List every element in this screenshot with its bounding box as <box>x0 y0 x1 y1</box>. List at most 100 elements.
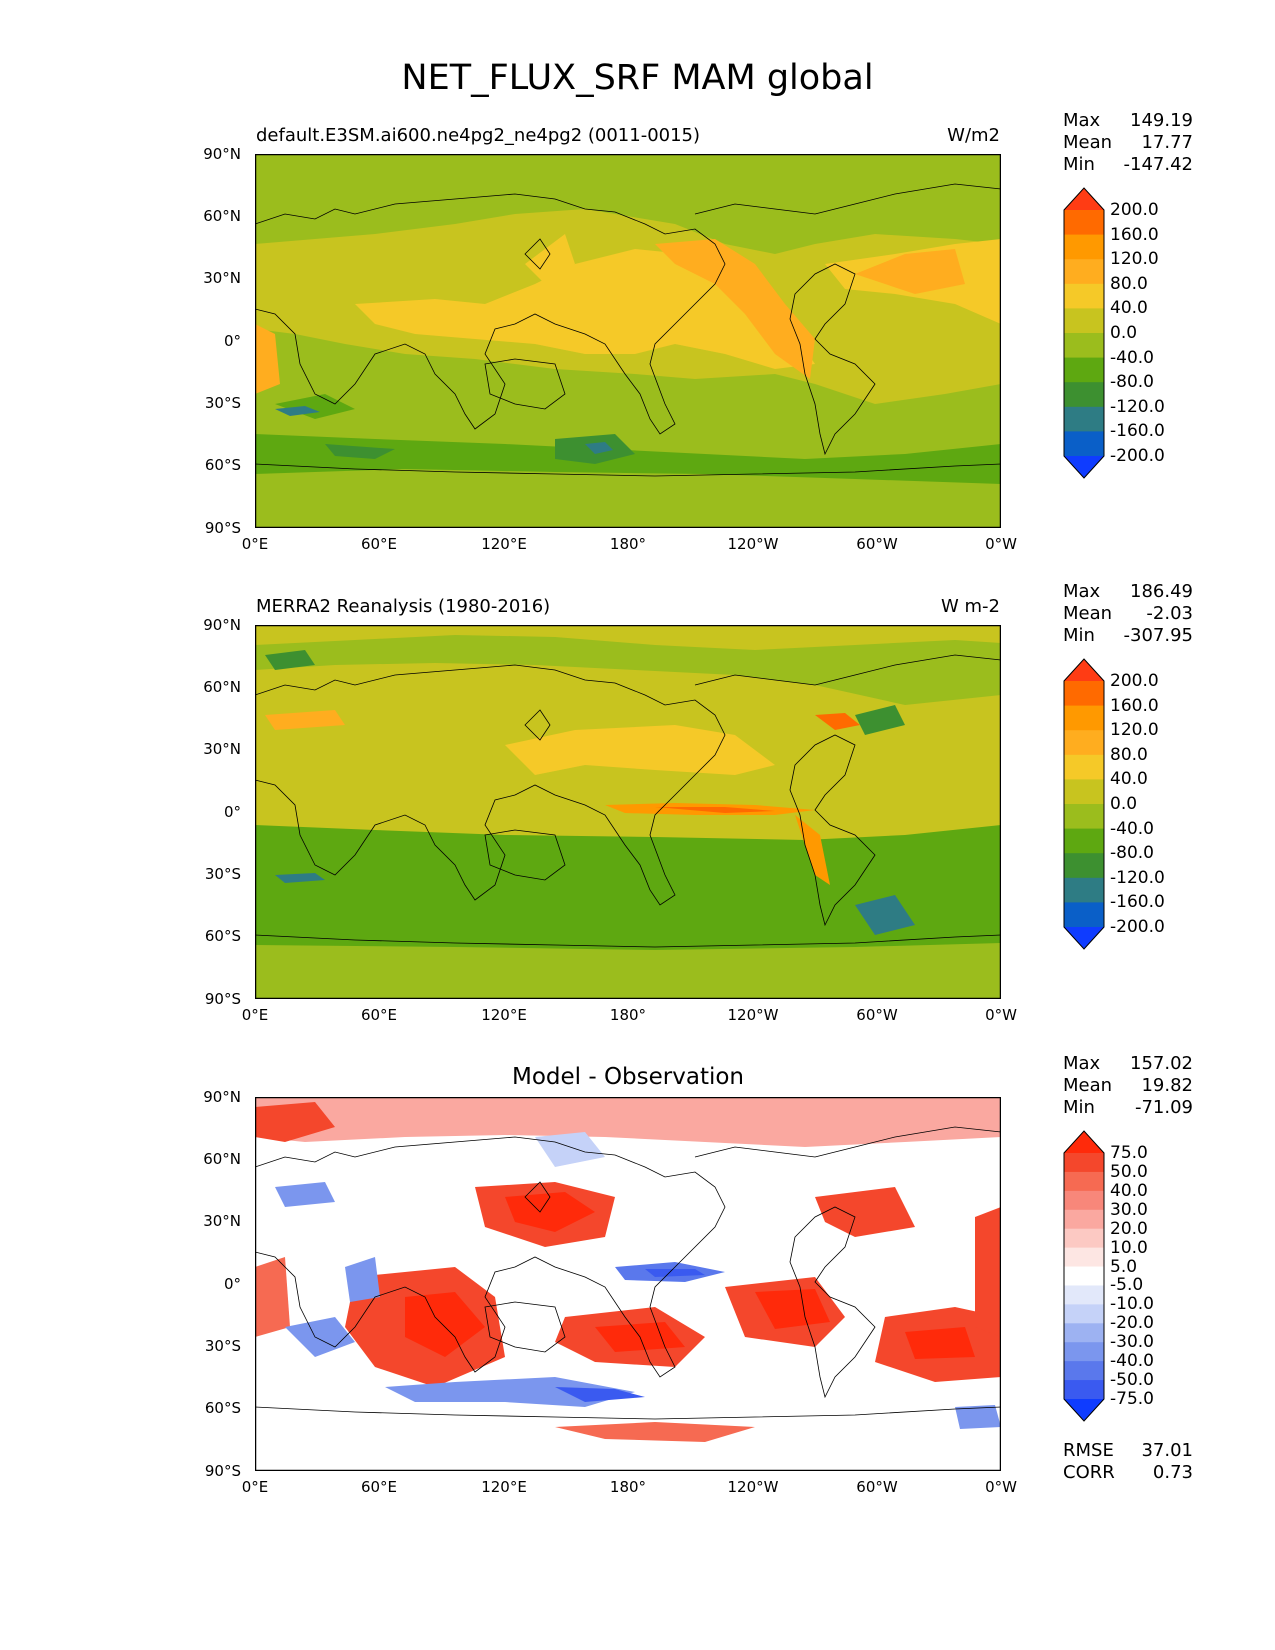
coastline-4 <box>694 183 1001 215</box>
lon-tick-label: 0°E <box>241 1478 269 1496</box>
colorbar-tick-label: 20.0 <box>1110 1218 1148 1239</box>
colorbar-segment <box>1064 333 1104 359</box>
diff-panel-title: Model - Observation <box>511 1064 745 1090</box>
obs-map <box>255 625 1001 999</box>
colorbar-tick-label: -75.0 <box>1110 1389 1154 1409</box>
obs-panel-title: MERRA2 Reanalysis (1980-2016) <box>256 596 551 617</box>
colorbar-segment <box>1064 1285 1104 1305</box>
lon-tick-label: 0°W <box>985 1478 1017 1496</box>
colorbar-tick-label: -80.0 <box>1110 372 1154 393</box>
colorbar-segment <box>1064 283 1104 309</box>
colorbar <box>1063 658 1105 950</box>
stats-box: Max 149.19 Mean 17.77 Min -147.42 <box>1063 110 1193 176</box>
coastline-0 <box>255 664 726 906</box>
colorbar-segment <box>1064 828 1104 854</box>
model-panel: default.E3SM.ai600.ne4pg2_ne4pg2 (0011-0… <box>0 110 1275 595</box>
colorbar-segment <box>1064 234 1104 260</box>
lon-tick-label: 180° <box>609 535 647 553</box>
colorbar-segment <box>1064 1153 1104 1173</box>
lon-tick-label: 60°E <box>360 1478 398 1496</box>
lat-tick-label: 30°S <box>204 1337 241 1355</box>
colorbar-tick-label: 80.0 <box>1110 273 1148 294</box>
colorbar-tick-label: 40.0 <box>1110 298 1148 319</box>
colorbar-tick-label: 40.0 <box>1110 1180 1148 1201</box>
lat-tick-label: 30°N <box>203 740 241 758</box>
colorbar-tick-label: -160.0 <box>1110 892 1165 913</box>
colorbar-tick-label: 160.0 <box>1110 224 1159 245</box>
coastline-2 <box>524 1181 551 1213</box>
colorbar-segment <box>1064 730 1104 756</box>
colorbar-segment <box>1064 431 1104 457</box>
metric-value: 37.01 <box>1141 1440 1193 1461</box>
stat-label: Min <box>1063 154 1095 175</box>
colorbar-tick-label: 200.0 <box>1110 671 1159 691</box>
colorbar-segment <box>1064 1266 1104 1286</box>
colorbar-tick-label: 0.0 <box>1110 323 1138 343</box>
coastline-3 <box>255 934 1001 948</box>
stat-label: Max <box>1063 110 1101 131</box>
colorbar-segment <box>1064 754 1104 780</box>
lon-tick-label: 60°E <box>360 535 398 553</box>
lat-tick-label: 60°N <box>203 1150 241 1168</box>
colorbar-tick-label: -50.0 <box>1110 1370 1154 1391</box>
colorbar-segment <box>1064 1209 1104 1230</box>
lat-tick-label: 90°S <box>204 990 241 1008</box>
stat-label: Mean <box>1063 132 1113 153</box>
lat-tick-label: 0° <box>223 1275 241 1293</box>
colorbar-tick-label: 0.0 <box>1110 794 1138 814</box>
colorbar-extend-min <box>1064 456 1104 478</box>
lat-tick-label: 90°N <box>203 1088 241 1106</box>
colorbar-outline <box>1063 658 1105 950</box>
lat-tick-label: 0° <box>223 803 241 821</box>
colorbar-segment <box>1064 1190 1104 1211</box>
lon-tick-label: 60°W <box>856 535 898 553</box>
model-panel-title: default.E3SM.ai600.ne4pg2_ne4pg2 (0011-0… <box>256 125 701 146</box>
lat-tick-label: 60°S <box>204 927 241 945</box>
metric-label: CORR <box>1063 1462 1115 1483</box>
coastline-5 <box>789 1206 876 1399</box>
colorbar-segment <box>1064 877 1104 903</box>
lon-tick-label: 0°E <box>241 535 269 553</box>
colorbar-tick-label: 40.0 <box>1110 769 1148 790</box>
colorbar-tick-label: -40.0 <box>1110 347 1154 368</box>
lon-tick-label: 0°E <box>241 1006 269 1024</box>
stats-box: Max 186.49 Mean -2.03 Min -307.95 <box>1063 581 1193 647</box>
coastline-5 <box>789 734 876 927</box>
colorbar-tick-label: 30.0 <box>1110 1199 1148 1220</box>
diff-panel: Model - Observation 90°N 60°N 30°N 0° 30°S 60… <box>0 1053 1275 1538</box>
colorbar-extend-max <box>1064 659 1104 681</box>
colorbar-segment <box>1064 210 1104 236</box>
obs-panel: MERRA2 Reanalysis (1980-2016) W m-2 90°N… <box>0 581 1275 1066</box>
lon-tick-label: 120°W <box>727 535 779 553</box>
colorbar-segment <box>1064 259 1104 285</box>
colorbar-tick-label: 50.0 <box>1110 1161 1148 1182</box>
colorbar-segment <box>1064 1304 1104 1324</box>
colorbar-outline <box>1063 187 1105 479</box>
lon-tick-label: 0°W <box>985 535 1017 553</box>
colorbar-segment <box>1064 1342 1104 1362</box>
coastline-5 <box>789 263 876 456</box>
colorbar-tick-label: -10.0 <box>1110 1294 1154 1315</box>
coastline-1 <box>484 829 566 881</box>
stat-value: 19.82 <box>1141 1075 1193 1096</box>
colorbar-tick-label: -20.0 <box>1110 1313 1154 1334</box>
map-frame <box>255 1097 1001 1471</box>
colorbar-segment <box>1064 308 1104 334</box>
colorbar-extend-max <box>1064 188 1104 210</box>
coastline-3 <box>255 1406 1001 1420</box>
coastline-4 <box>694 1126 1001 1158</box>
coastline-4 <box>694 654 1001 686</box>
stat-value: 149.19 <box>1130 110 1193 131</box>
lon-tick-label: 120°W <box>727 1006 779 1024</box>
stats-box: Max 157.02 Mean 19.82 Min -71.09 <box>1063 1053 1193 1119</box>
stat-label: Max <box>1063 1053 1101 1074</box>
colorbar-tick-label: -200.0 <box>1110 446 1165 466</box>
colorbar-segment <box>1064 1247 1104 1268</box>
diff-map <box>255 1097 1001 1471</box>
lon-tick-label: 60°W <box>856 1006 898 1024</box>
colorbar-extend-min <box>1064 927 1104 949</box>
coastline-0 <box>255 193 726 435</box>
stat-label: Mean <box>1063 603 1113 624</box>
colorbar-extend-min <box>1064 1399 1104 1421</box>
lat-tick-label: 60°S <box>204 456 241 474</box>
